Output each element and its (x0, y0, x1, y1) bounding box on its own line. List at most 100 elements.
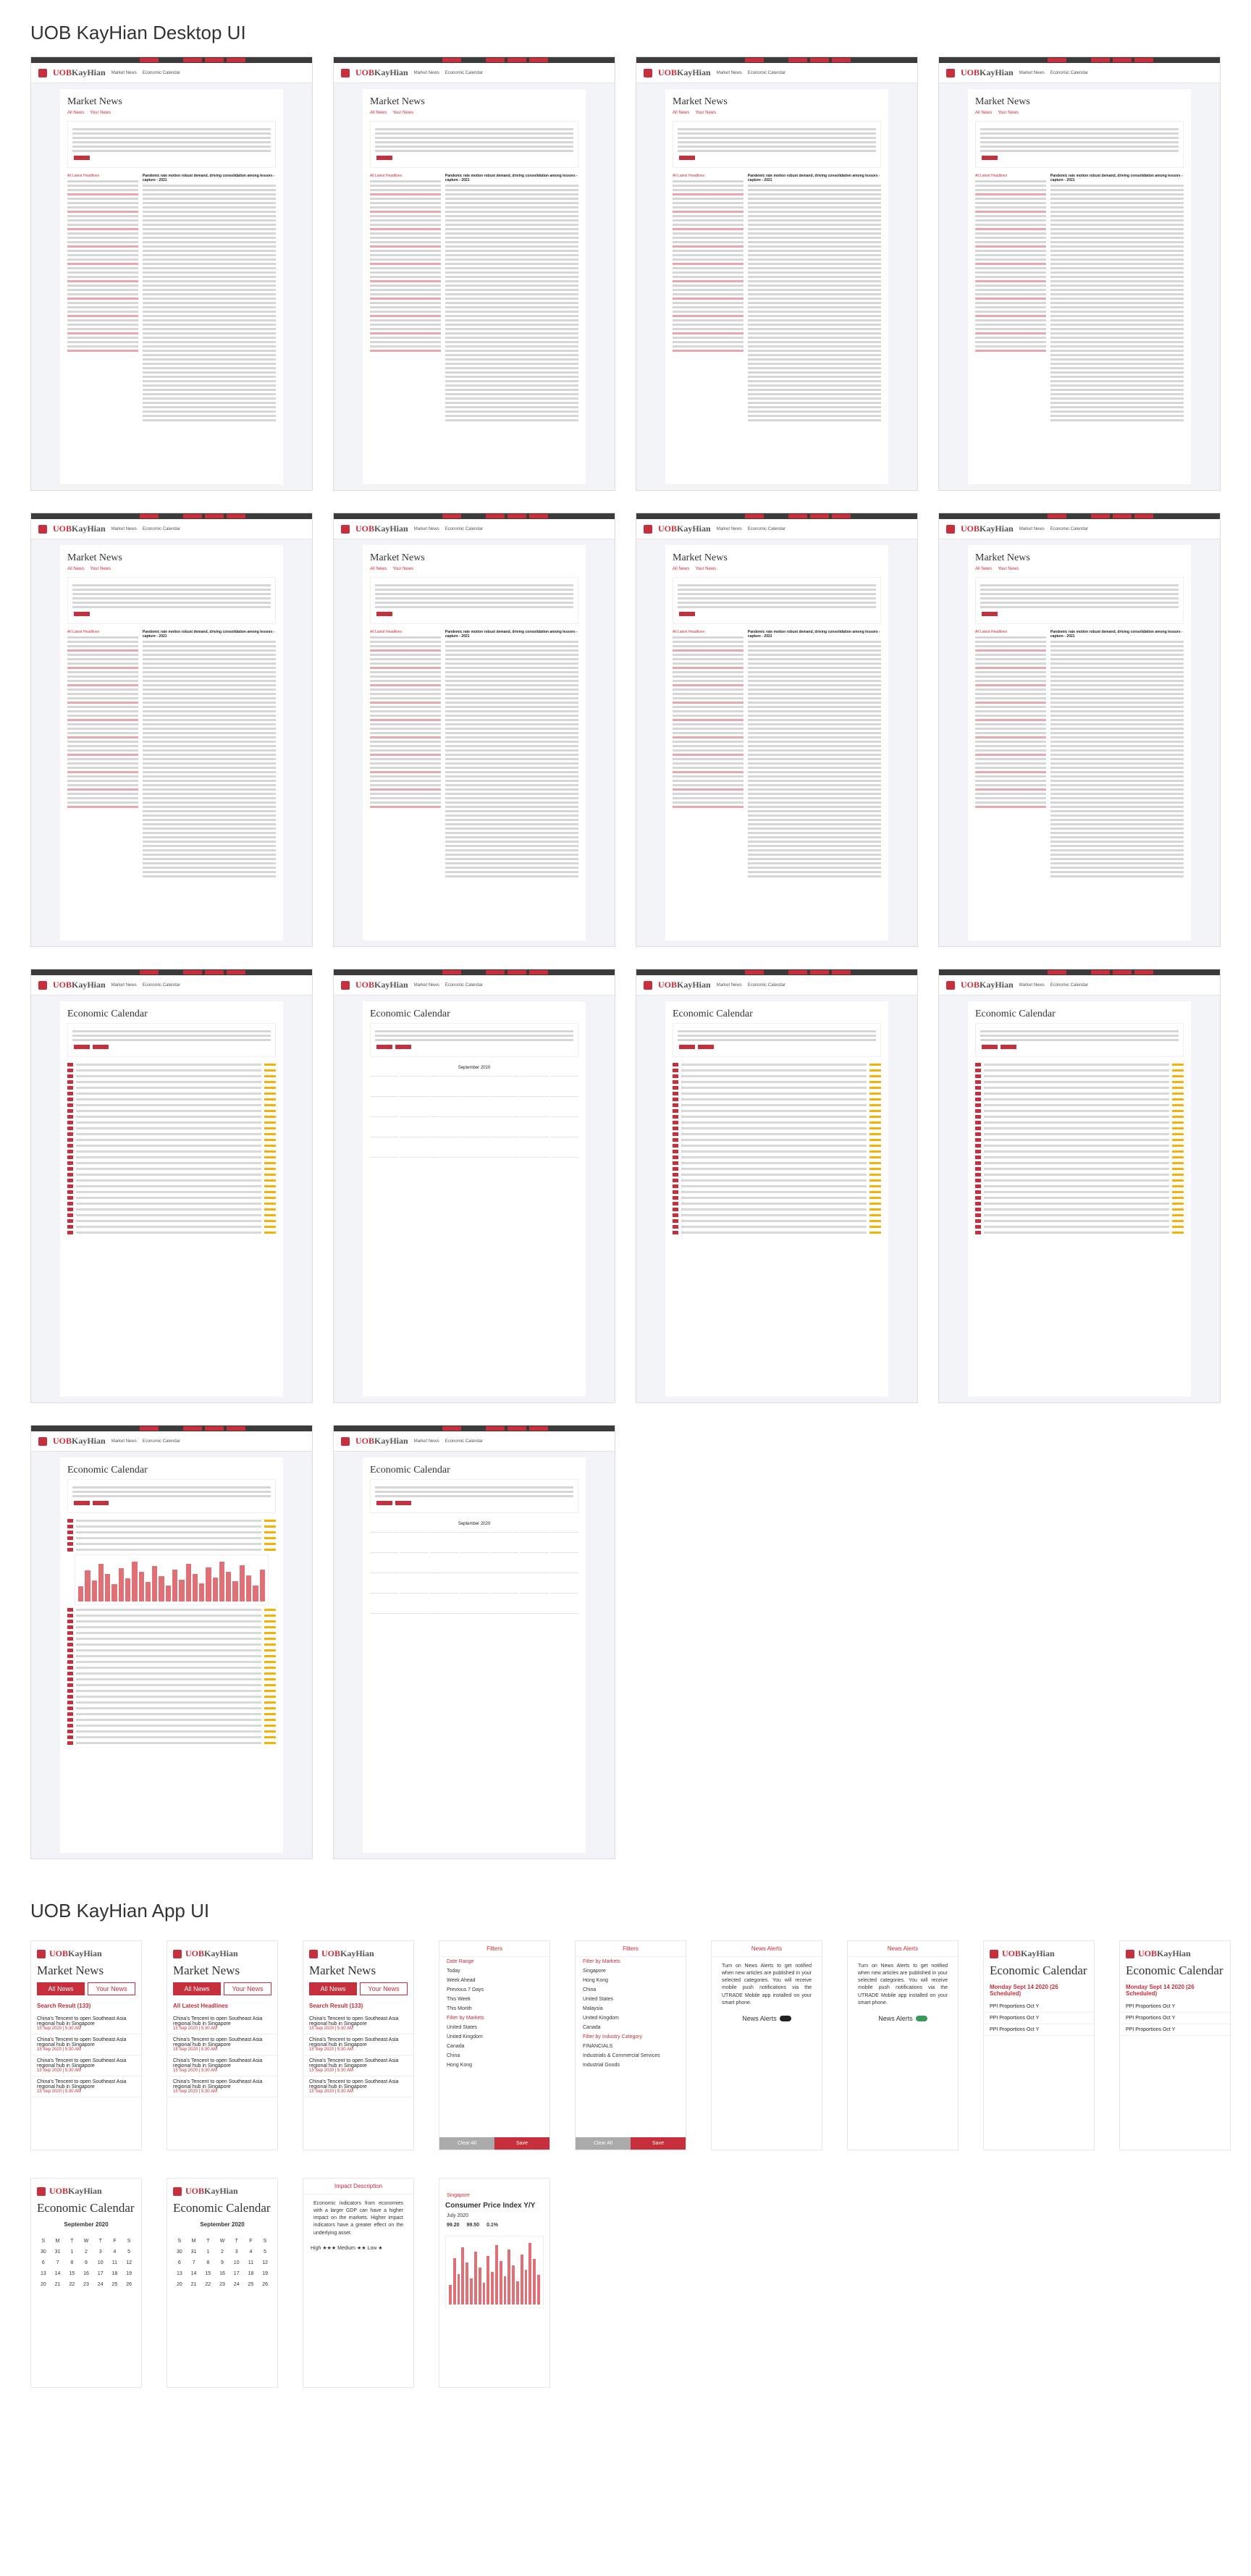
tab-all-news[interactable]: All News (37, 1982, 85, 1995)
headline-line[interactable] (673, 719, 744, 721)
logo[interactable]: UOBKayHian (355, 523, 408, 534)
top-link[interactable] (486, 970, 505, 975)
headline-line[interactable] (673, 224, 744, 226)
filter-button[interactable] (74, 612, 90, 616)
calendar-day[interactable]: 12 (126, 2260, 132, 2265)
top-link[interactable] (442, 970, 461, 975)
headline-line[interactable] (370, 272, 441, 274)
event-row[interactable] (67, 1614, 276, 1617)
top-link[interactable] (1134, 970, 1153, 975)
headline-line[interactable] (975, 658, 1046, 660)
headline-line[interactable] (67, 289, 138, 291)
headline-line[interactable] (975, 771, 1046, 773)
headline-line[interactable] (975, 801, 1046, 804)
headline-line[interactable] (67, 272, 138, 274)
calendar-day[interactable]: 10 (97, 2260, 104, 2265)
headline-line[interactable] (975, 237, 1046, 239)
headline-line[interactable] (975, 788, 1046, 791)
calendar-day[interactable]: 15 (205, 2271, 211, 2276)
event-row[interactable] (975, 1225, 1184, 1229)
tab-your-news[interactable]: Your News (392, 567, 414, 571)
event-row[interactable] (673, 1103, 881, 1107)
top-link[interactable] (205, 970, 224, 975)
headline-line[interactable] (673, 337, 744, 339)
event-row[interactable] (673, 1173, 881, 1177)
event-row[interactable] (67, 1109, 276, 1113)
headline-line[interactable] (673, 180, 744, 182)
calendar-day[interactable] (489, 1532, 519, 1551)
headline-line[interactable] (67, 784, 138, 786)
headline-line[interactable] (370, 350, 441, 352)
calendar-day[interactable]: 30 (176, 2249, 182, 2255)
headline-line[interactable] (975, 749, 1046, 752)
headline-line[interactable] (673, 675, 744, 678)
event-row[interactable] (67, 1718, 276, 1722)
tab-all-news[interactable]: All News (309, 1982, 357, 1995)
calendar-day[interactable]: 22 (205, 2282, 211, 2287)
headline-line[interactable] (67, 319, 138, 321)
event-row[interactable] (67, 1724, 276, 1727)
headline-line[interactable] (370, 649, 441, 652)
event-row[interactable] (67, 1103, 276, 1107)
headline-line[interactable] (370, 723, 441, 725)
headline-line[interactable] (67, 211, 138, 213)
headline-line[interactable] (67, 710, 138, 712)
headline-line[interactable] (975, 667, 1046, 669)
market-option[interactable]: Canada (447, 2044, 465, 2049)
calendar-day[interactable] (400, 1116, 429, 1135)
top-link[interactable] (1091, 970, 1110, 975)
headline-line[interactable] (370, 710, 441, 712)
headline-line[interactable] (67, 350, 138, 352)
event-row[interactable] (673, 1063, 881, 1066)
nav-link[interactable]: Market News (1019, 982, 1045, 988)
top-link[interactable] (205, 514, 224, 518)
headline-line[interactable] (67, 636, 138, 639)
headline-line[interactable] (370, 267, 441, 269)
top-link[interactable] (832, 514, 851, 518)
event-row[interactable] (673, 1156, 881, 1159)
headline-line[interactable] (673, 741, 744, 743)
headline-line[interactable] (370, 202, 441, 204)
headline-line[interactable] (370, 250, 441, 252)
toggle-switch[interactable] (915, 2016, 927, 2022)
headline-line[interactable] (673, 732, 744, 734)
event-row[interactable] (975, 1080, 1184, 1084)
date-range-option[interactable]: This Month (447, 2006, 472, 2011)
top-link[interactable] (1091, 514, 1110, 518)
calendar-day[interactable]: 24 (233, 2282, 240, 2287)
calendar-day[interactable] (429, 1613, 459, 1632)
tab-all-news[interactable]: All News (673, 111, 690, 115)
headline-line[interactable] (673, 801, 744, 804)
calendar-day[interactable]: 15 (69, 2271, 75, 2276)
headline-line[interactable] (67, 180, 138, 182)
calendar-day[interactable]: 10 (233, 2260, 240, 2265)
headline-line[interactable] (67, 237, 138, 239)
market-option[interactable]: Hong Kong (447, 2063, 473, 2068)
headline-line[interactable] (975, 298, 1046, 300)
event-row[interactable] (67, 1735, 276, 1739)
calendar-day[interactable] (460, 1096, 489, 1115)
event-row[interactable] (673, 1219, 881, 1223)
event-row[interactable] (673, 1196, 881, 1200)
calendar-day[interactable] (489, 1613, 519, 1632)
calendar-day[interactable] (400, 1552, 429, 1571)
headline-line[interactable] (975, 328, 1046, 330)
headline-line[interactable] (370, 636, 441, 639)
news-item[interactable]: China's Tencent to open Southeast Asia r… (303, 2013, 413, 2034)
top-link[interactable] (1048, 58, 1066, 62)
headline-line[interactable] (67, 258, 138, 261)
headline-line[interactable] (370, 185, 441, 187)
headline-line[interactable] (67, 206, 138, 209)
calendar-day[interactable] (370, 1096, 399, 1115)
logo[interactable]: UOBKayHian (49, 1948, 102, 1959)
calendar-day[interactable] (400, 1076, 429, 1095)
tab-your-news[interactable]: Your News (88, 1982, 135, 1995)
headline-line[interactable] (67, 202, 138, 204)
event-row[interactable] (67, 1231, 276, 1234)
headline-line[interactable] (370, 784, 441, 786)
calendar-day[interactable]: 2 (221, 2249, 224, 2255)
event-row[interactable] (975, 1190, 1184, 1194)
logo[interactable]: UOBKayHian (658, 980, 711, 990)
event-row[interactable] (975, 1127, 1184, 1130)
save-button[interactable]: Save (631, 2137, 686, 2150)
